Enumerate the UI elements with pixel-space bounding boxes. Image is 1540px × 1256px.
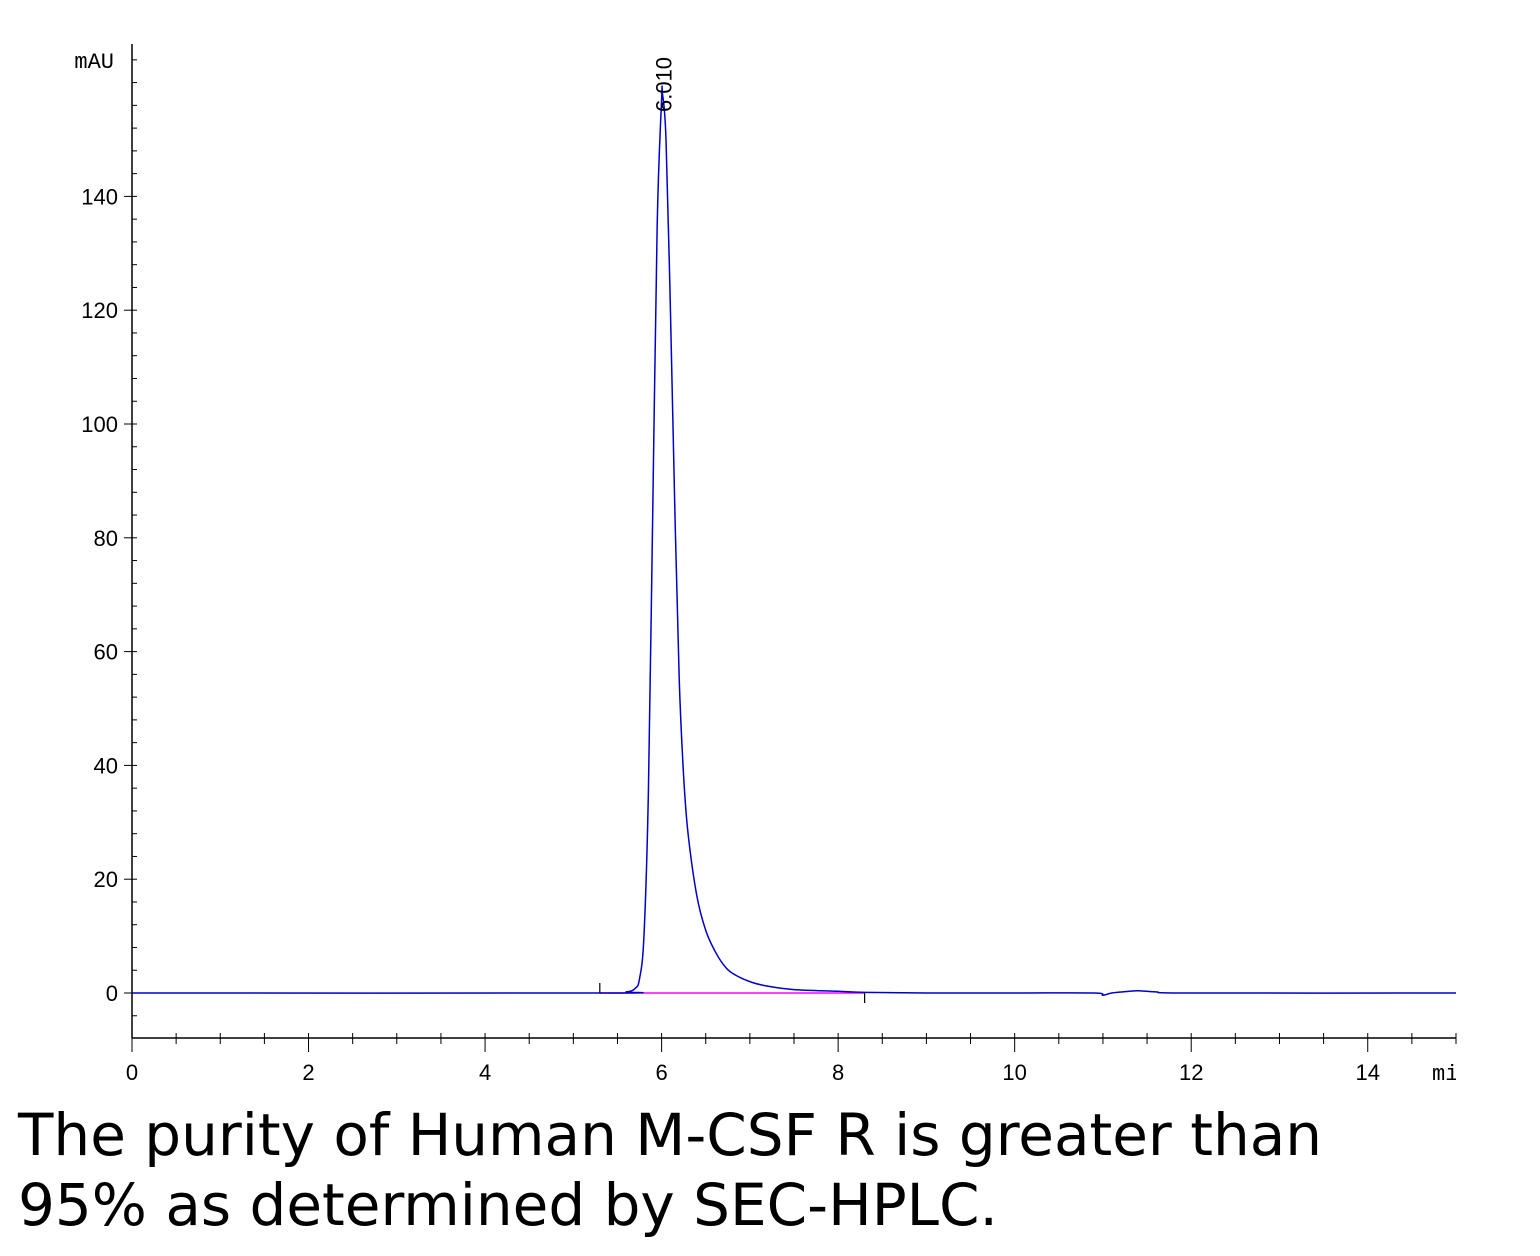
caption-line-2: 95% as determined by SEC-HPLC. bbox=[18, 1171, 998, 1239]
y-tick-label: 20 bbox=[94, 867, 118, 892]
chromatogram-trace bbox=[131, 85, 1457, 997]
y-tick-label: 0 bbox=[106, 981, 118, 1006]
caption-line-1: The purity of Human M-CSF R is greater t… bbox=[18, 1101, 1323, 1169]
x-tick-label: 12 bbox=[1179, 1060, 1203, 1085]
x-tick-label: 2 bbox=[302, 1060, 314, 1085]
y-tick-label: 100 bbox=[81, 412, 118, 437]
y-tick-label: 140 bbox=[81, 184, 118, 209]
peak-retention-label: 6.010 bbox=[651, 57, 676, 112]
caption: The purity of Human M-CSF R is greater t… bbox=[18, 1100, 1518, 1240]
x-tick-label: 14 bbox=[1355, 1060, 1379, 1085]
x-tick-label: 0 bbox=[126, 1060, 138, 1085]
x-unit-clip bbox=[1456, 1050, 1540, 1090]
series-layer bbox=[131, 85, 1457, 997]
y-tick-label: 80 bbox=[94, 526, 118, 551]
y-tick-label: 60 bbox=[94, 640, 118, 665]
x-tick-label: 4 bbox=[479, 1060, 491, 1085]
annotation-layer: 6.010 bbox=[599, 57, 866, 1003]
y-unit-label: mAU bbox=[74, 50, 114, 75]
x-tick-label: 6 bbox=[655, 1060, 667, 1085]
x-tick-label: 8 bbox=[832, 1060, 844, 1085]
y-tick-label: 120 bbox=[81, 298, 118, 323]
x-tick-label: 10 bbox=[1002, 1060, 1026, 1085]
y-tick-label: 40 bbox=[94, 753, 118, 778]
